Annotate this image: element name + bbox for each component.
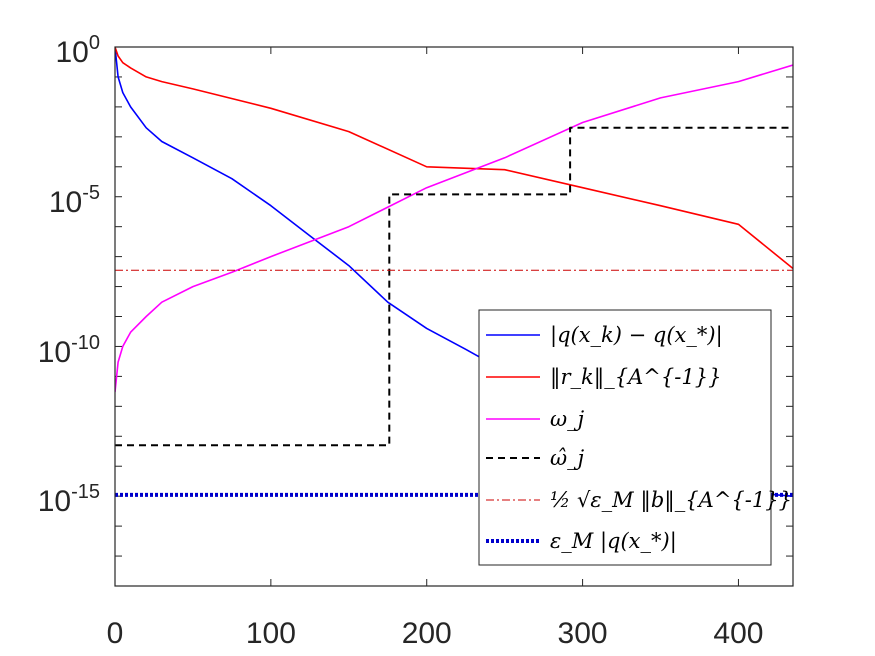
series-line-3 <box>115 126 793 447</box>
legend: |q(x_k) − q(x_*)| ‖r_k‖_{A^{-1}} ω_j ω̂_… <box>478 309 792 566</box>
legend-box <box>478 309 772 566</box>
y-tick-label: 100 <box>56 32 101 69</box>
legend-label: ‖r_k‖_{A^{-1}} <box>550 365 721 390</box>
legend-label: ½ √ε_M ‖b‖_{A^{-1}} <box>550 488 792 513</box>
series-line-1 <box>115 47 793 270</box>
x-tick-label: 0 <box>107 617 124 650</box>
y-tick-label: 10-10 <box>38 332 100 369</box>
legend-label: |q(x_k) − q(x_*)| <box>550 323 723 348</box>
y-tick-label: 10-5 <box>49 182 100 219</box>
x-tick-label: 100 <box>246 617 296 650</box>
y-tick-label: 10-15 <box>38 481 100 518</box>
x-tick-label: 200 <box>402 617 452 650</box>
series-line-2 <box>115 64 793 393</box>
x-tick-label: 300 <box>558 617 608 650</box>
legend-label: ω̂_j <box>550 446 585 470</box>
legend-label: ω_j <box>550 407 585 431</box>
x-tick-label: 400 <box>713 617 763 650</box>
plot-frame <box>114 46 794 587</box>
x-axis: 0 100 200 300 400 <box>107 617 764 650</box>
legend-label: ε_M |q(x_*)| <box>550 529 677 554</box>
y-axis: 100 10-5 10-10 10-15 <box>38 32 100 518</box>
